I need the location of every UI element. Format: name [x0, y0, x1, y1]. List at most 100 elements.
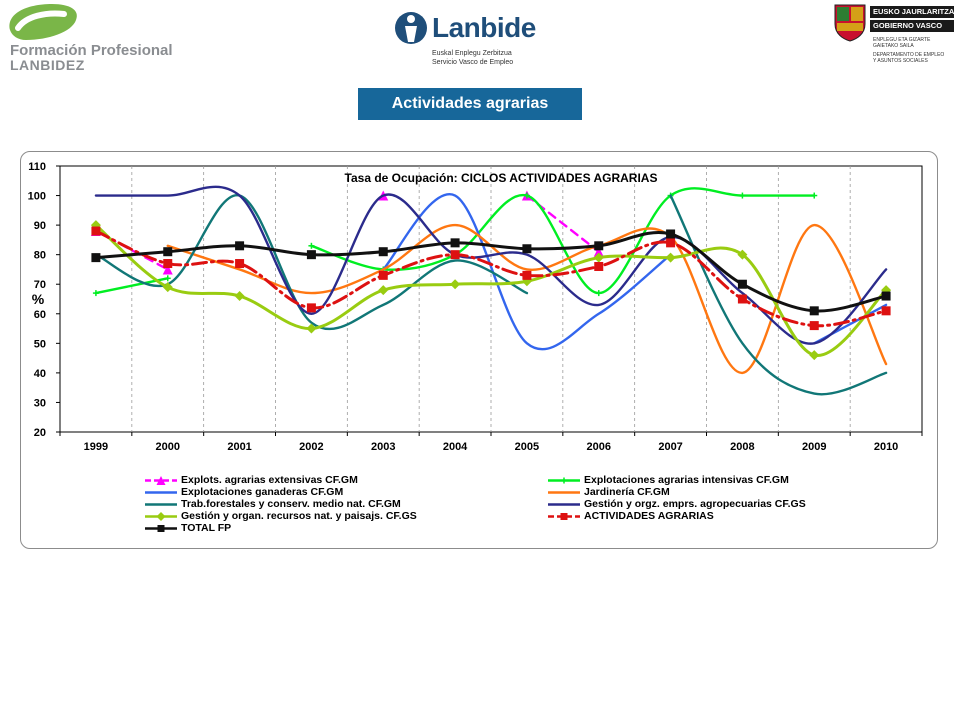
x-tick-label: 2001: [227, 441, 251, 453]
lanbide-emblem-icon: [395, 12, 427, 44]
data-point: [594, 261, 604, 271]
legend-label: Explotaciones agrarias intensivas CF.GM: [584, 474, 789, 486]
series-8: [91, 229, 891, 316]
legend-label: Trab.forestales y conserv. medio nat. CF…: [181, 498, 401, 510]
chart-frame: [20, 151, 938, 549]
data-point: [881, 291, 891, 301]
data-point: [450, 279, 461, 290]
data-point: [594, 241, 604, 251]
legend-marker: [156, 512, 166, 521]
legend-swatch: [548, 477, 580, 484]
legend-swatch: [145, 491, 177, 494]
data-point: [881, 306, 891, 316]
legend-label: Jardinería CF.GM: [584, 486, 670, 498]
series-line: [382, 193, 672, 351]
gobierno-vasco-logo: EUSKO JAURLARITZA GOBIERNO VASCO ENPLEGU…: [830, 2, 958, 72]
logo-left-line1: Formación Profesional: [10, 42, 173, 59]
data-point: [378, 285, 389, 296]
lanbide-subtitle-1: Euskal Enplegu Zerbitzua: [432, 50, 512, 57]
series-line: [166, 223, 888, 375]
data-point: [91, 226, 101, 236]
data-point: [739, 192, 746, 199]
series-line: [94, 277, 169, 295]
legend-swatch: [145, 512, 177, 521]
legend-swatch: [145, 476, 177, 485]
x-tick-label: 2005: [515, 441, 539, 453]
data-point: [522, 244, 532, 254]
data-point: [595, 290, 602, 297]
chart-legend: Explots. agrarias extensivas CF.GM Explot…: [143, 474, 863, 544]
data-point: [523, 192, 530, 199]
formacion-profesional-logo: Formación Profesional LANBIDEZ: [4, 2, 184, 73]
data-point: [164, 275, 171, 282]
data-point: [163, 247, 173, 257]
legend-marker: [560, 513, 568, 520]
data-point: [593, 246, 604, 257]
data-point: [593, 252, 604, 263]
y-tick-label: 40: [34, 368, 46, 380]
x-tick-label: 2010: [874, 441, 898, 453]
chart-title: Tasa de Ocupación: CICLOS ACTIVIDADES AG…: [345, 171, 658, 185]
legend-label: Gestión y organ. recursos nat. y paisajs…: [181, 510, 417, 522]
legend-swatch: [548, 513, 580, 520]
legend-swatch: [548, 491, 580, 494]
y-tick-label: 70: [34, 279, 46, 291]
data-point: [809, 350, 820, 361]
series-line: [94, 231, 888, 313]
legend-marker: [157, 525, 165, 532]
series-3: [166, 223, 888, 375]
data-point: [234, 291, 245, 302]
data-point: [665, 252, 676, 263]
lanbide-brand: Lanbide: [432, 12, 536, 43]
legend-label: Explots. agrarias extensivas CF.GM: [181, 474, 358, 486]
logo-right-bar2: GOBIERNO VASCO: [870, 20, 954, 32]
data-point: [162, 264, 173, 275]
data-point: [91, 253, 101, 263]
x-tick-label: 1999: [84, 441, 108, 453]
data-point: [306, 250, 316, 260]
x-tick-label: 2003: [371, 441, 395, 453]
legend-label: Gestión y orgz. emprs. agropecuarias CF.…: [584, 498, 806, 510]
legend-marker: [561, 477, 567, 484]
series-6: [90, 220, 892, 361]
x-tick-label: 2008: [730, 441, 754, 453]
legend-label: ACTIVIDADES AGRARIAS: [584, 510, 714, 522]
y-tick-label: 80: [34, 250, 46, 262]
x-tick-label: 2006: [587, 441, 611, 453]
x-tick-label: 2009: [802, 441, 826, 453]
legend-label: TOTAL FP: [181, 522, 232, 534]
data-point: [92, 290, 99, 297]
data-point: [378, 247, 388, 257]
x-tick-label: 2000: [156, 441, 180, 453]
data-point: [811, 192, 818, 199]
data-point: [235, 259, 245, 269]
logo-right-small-2: GAIETAKO SAILA: [873, 43, 914, 49]
data-point: [666, 229, 676, 239]
data-point: [235, 241, 245, 251]
data-point: [306, 323, 317, 334]
data-point: [737, 294, 747, 304]
logo-left-line2: LANBIDEZ: [10, 57, 85, 73]
y-tick-label: 50: [34, 338, 46, 350]
y-tick-label: 110: [28, 161, 46, 173]
logo-right-small-4: Y ASUNTOS SOCIALES: [873, 58, 928, 64]
x-tick-label: 2007: [658, 441, 682, 453]
page-title: Actividades agrarias: [358, 88, 582, 120]
y-tick-label: 20: [34, 427, 46, 439]
data-point: [163, 259, 173, 269]
series-7: [91, 226, 891, 331]
lanbide-subtitle-2: Servicio Vasco de Empleo: [432, 59, 514, 66]
y-tick-label: 60: [34, 309, 46, 321]
data-point: [308, 242, 315, 249]
data-point: [450, 238, 460, 248]
leaf-logo-icon: [9, 4, 77, 40]
legend-marker: [156, 476, 166, 485]
logo-right-small-3: DEPARTAMENTO DE EMPLEO: [873, 52, 945, 58]
legend-swatch: [548, 503, 580, 506]
x-tick-label: 2004: [443, 441, 468, 453]
y-tick-label: 100: [28, 191, 46, 203]
data-point: [809, 306, 819, 316]
data-point: [306, 303, 316, 313]
data-point: [737, 279, 747, 289]
